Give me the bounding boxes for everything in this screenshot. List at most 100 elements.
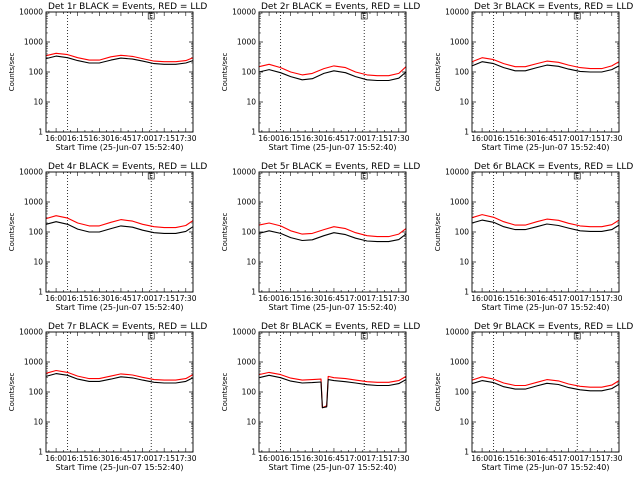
x-tick-label: 17:00 bbox=[345, 454, 367, 463]
series-line-red bbox=[45, 215, 194, 229]
chart-title: Det 6r BLACK = Events, RED = LLD bbox=[474, 162, 633, 172]
y-tick-label: 10 bbox=[459, 258, 469, 267]
x-axis-label: Start Time (25-Jun-07 15:52:40) bbox=[269, 303, 397, 312]
y-tick-label: 10 bbox=[246, 98, 256, 107]
y-tick-label: 100 bbox=[29, 68, 44, 77]
x-tick-label: 16:45 bbox=[536, 134, 558, 143]
x-tick-label: 17:15 bbox=[579, 134, 601, 143]
e-marker-label: E bbox=[149, 13, 153, 20]
x-tick-label: 17:15 bbox=[153, 134, 175, 143]
y-tick-label: 1000 bbox=[237, 38, 256, 47]
y-tick-label: 1 bbox=[38, 288, 43, 297]
x-tick-label: 17:30 bbox=[601, 294, 623, 303]
y-tick-label: 10000 bbox=[232, 328, 256, 337]
chart-svg: Det 6r BLACK = Events, RED = LLD 1 10 100 10… bbox=[434, 162, 633, 312]
e-marker-box bbox=[147, 332, 155, 340]
x-tick-label: 16:45 bbox=[110, 454, 132, 463]
plot-frame bbox=[45, 171, 194, 293]
x-axis-label: Start Time (25-Jun-07 15:52:40) bbox=[269, 463, 397, 472]
x-tick-label: 17:15 bbox=[579, 294, 601, 303]
plot-frame bbox=[258, 11, 407, 133]
x-axis-label: Start Time (25-Jun-07 15:52:40) bbox=[482, 463, 610, 472]
x-tick-label: 17:15 bbox=[579, 454, 601, 463]
series-line-black bbox=[45, 55, 194, 65]
chart-svg: Det 8r BLACK = Events, RED = LLD 1 10 100 10… bbox=[221, 322, 420, 472]
y-tick-label: 10000 bbox=[445, 168, 469, 177]
chart-svg: Det 2r BLACK = Events, RED = LLD 1 10 100 10… bbox=[221, 2, 420, 152]
y-tick-label: 100 bbox=[455, 388, 470, 397]
series-line-red bbox=[258, 63, 407, 77]
y-tick-label: 1000 bbox=[450, 198, 469, 207]
e-marker-label: E bbox=[575, 333, 579, 340]
x-tick-label: 17:15 bbox=[366, 454, 388, 463]
y-axis-label: Counts/sec bbox=[8, 373, 16, 412]
y-tick-label: 1000 bbox=[24, 38, 43, 47]
e-marker-box bbox=[573, 172, 581, 180]
y-tick-label: 1 bbox=[464, 288, 469, 297]
e-marker-box bbox=[147, 12, 155, 20]
series-line-black bbox=[471, 380, 620, 392]
y-tick-label: 100 bbox=[455, 68, 470, 77]
y-tick-label: 10000 bbox=[232, 168, 256, 177]
y-tick-label: 100 bbox=[242, 388, 257, 397]
x-tick-label: 17:30 bbox=[175, 294, 197, 303]
chart-panel-7: Det 7r BLACK = Events, RED = LLD 1 10 100 10… bbox=[0, 320, 213, 480]
y-tick-label: 1000 bbox=[24, 358, 43, 367]
e-marker-label: E bbox=[149, 333, 153, 340]
plot-frame bbox=[258, 171, 407, 293]
y-axis-label: Counts/sec bbox=[221, 373, 229, 412]
e-marker-label: E bbox=[362, 13, 366, 20]
chart-title: Det 8r BLACK = Events, RED = LLD bbox=[261, 322, 420, 332]
x-tick-label: 16:00 bbox=[45, 294, 67, 303]
y-tick-label: 1000 bbox=[450, 38, 469, 47]
y-tick-label: 10 bbox=[246, 418, 256, 427]
x-tick-label: 16:00 bbox=[471, 454, 493, 463]
chart-panel-4: Det 4r BLACK = Events, RED = LLD 1 10 100 10… bbox=[0, 160, 213, 320]
y-tick-label: 100 bbox=[242, 68, 257, 77]
x-tick-label: 16:15 bbox=[280, 134, 302, 143]
chart-panel-2: Det 2r BLACK = Events, RED = LLD 1 10 100 10… bbox=[213, 0, 426, 160]
chart-panel-6: Det 6r BLACK = Events, RED = LLD 1 10 100 10… bbox=[426, 160, 639, 320]
chart-panel-3: Det 3r BLACK = Events, RED = LLD 1 10 100 10… bbox=[426, 0, 639, 160]
series-line-black bbox=[471, 61, 620, 73]
x-tick-label: 16:15 bbox=[280, 294, 302, 303]
e-marker-label: E bbox=[575, 173, 579, 180]
chart-title: Det 9r BLACK = Events, RED = LLD bbox=[474, 322, 633, 332]
chart-title: Det 3r BLACK = Events, RED = LLD bbox=[474, 2, 633, 12]
chart-svg: Det 3r BLACK = Events, RED = LLD 1 10 100 10… bbox=[434, 2, 633, 152]
x-tick-label: 16:30 bbox=[302, 454, 324, 463]
x-tick-label: 16:45 bbox=[323, 134, 345, 143]
chart-panel-9: Det 9r BLACK = Events, RED = LLD 1 10 100 10… bbox=[426, 320, 639, 480]
x-tick-label: 17:00 bbox=[558, 454, 580, 463]
x-tick-label: 16:15 bbox=[493, 294, 515, 303]
plot-frame bbox=[471, 11, 620, 133]
plot-frame bbox=[471, 171, 620, 293]
x-tick-label: 17:30 bbox=[601, 454, 623, 463]
y-tick-label: 100 bbox=[29, 388, 44, 397]
x-tick-label: 16:15 bbox=[493, 134, 515, 143]
e-marker-box bbox=[573, 332, 581, 340]
series-line-black bbox=[258, 69, 407, 82]
x-tick-label: 16:15 bbox=[493, 454, 515, 463]
chart-title: Det 2r BLACK = Events, RED = LLD bbox=[261, 2, 420, 12]
x-tick-label: 16:30 bbox=[302, 294, 324, 303]
plot-frame bbox=[258, 331, 407, 453]
e-marker-box bbox=[360, 332, 368, 340]
x-tick-label: 17:00 bbox=[132, 454, 154, 463]
y-tick-label: 10 bbox=[33, 258, 43, 267]
x-tick-label: 17:30 bbox=[388, 134, 410, 143]
y-tick-label: 10000 bbox=[445, 328, 469, 337]
y-tick-label: 10000 bbox=[19, 168, 43, 177]
y-tick-label: 100 bbox=[242, 228, 257, 237]
x-tick-label: 16:45 bbox=[536, 454, 558, 463]
chart-svg: Det 4r BLACK = Events, RED = LLD 1 10 100 10… bbox=[8, 162, 207, 312]
x-tick-label: 17:15 bbox=[366, 294, 388, 303]
e-marker-box bbox=[360, 172, 368, 180]
x-axis-label: Start Time (25-Jun-07 15:52:40) bbox=[56, 463, 184, 472]
e-marker-box bbox=[360, 12, 368, 20]
x-tick-label: 16:45 bbox=[323, 294, 345, 303]
x-tick-label: 16:00 bbox=[45, 454, 67, 463]
x-tick-label: 16:30 bbox=[515, 294, 537, 303]
x-tick-label: 17:00 bbox=[132, 294, 154, 303]
